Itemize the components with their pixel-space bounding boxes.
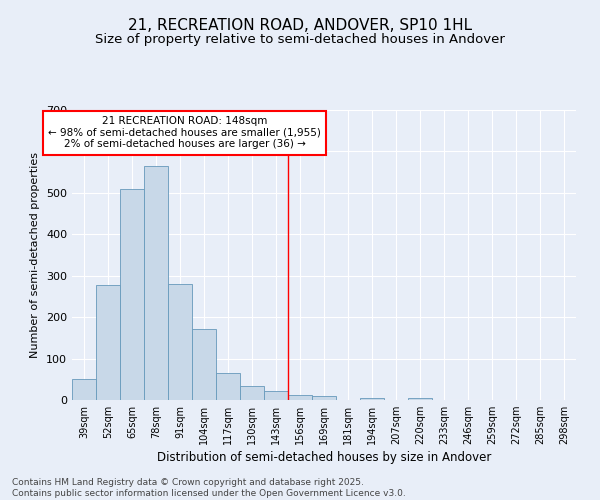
Text: Size of property relative to semi-detached houses in Andover: Size of property relative to semi-detach… [95, 32, 505, 46]
Bar [192, 328, 216, 400]
Bar [240, 386, 264, 400]
Bar [144, 166, 168, 400]
Bar [264, 391, 288, 400]
Bar [312, 396, 336, 400]
Bar [288, 394, 312, 400]
Bar [408, 398, 432, 400]
Bar [168, 284, 192, 400]
Bar [360, 398, 384, 400]
Y-axis label: Number of semi-detached properties: Number of semi-detached properties [31, 152, 40, 358]
Text: 21, RECREATION ROAD, ANDOVER, SP10 1HL: 21, RECREATION ROAD, ANDOVER, SP10 1HL [128, 18, 472, 32]
Bar [216, 373, 240, 400]
Text: 21 RECREATION ROAD: 148sqm
← 98% of semi-detached houses are smaller (1,955)
2% : 21 RECREATION ROAD: 148sqm ← 98% of semi… [49, 116, 321, 150]
Bar [72, 380, 96, 400]
X-axis label: Distribution of semi-detached houses by size in Andover: Distribution of semi-detached houses by … [157, 452, 491, 464]
Bar [96, 285, 120, 400]
Text: Contains HM Land Registry data © Crown copyright and database right 2025.
Contai: Contains HM Land Registry data © Crown c… [12, 478, 406, 498]
Bar [120, 188, 144, 400]
